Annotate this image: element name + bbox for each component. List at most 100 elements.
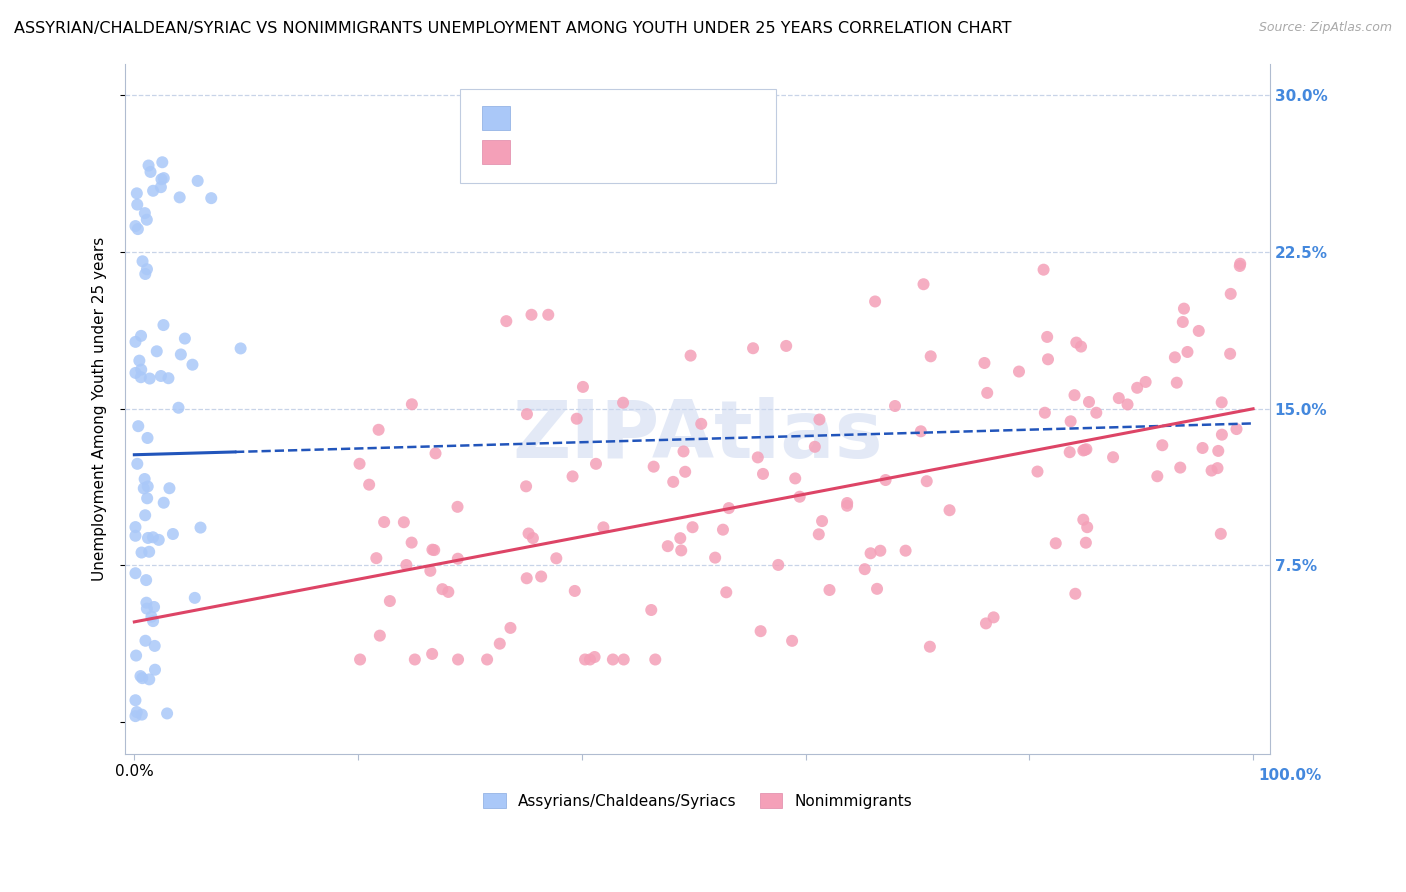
Point <box>190 520 212 534</box>
Point <box>447 652 470 666</box>
Point <box>131 707 153 722</box>
Point <box>419 564 441 578</box>
Point <box>572 380 595 394</box>
Point <box>1209 526 1232 541</box>
Point <box>141 609 163 624</box>
Point <box>127 197 149 211</box>
Point <box>143 663 166 677</box>
Point <box>711 523 734 537</box>
Point <box>156 706 179 721</box>
Point <box>602 652 624 666</box>
Point <box>780 633 803 648</box>
Point <box>837 496 859 510</box>
Point <box>187 174 209 188</box>
Point <box>1126 381 1149 395</box>
Point <box>129 329 152 343</box>
Point <box>1064 587 1087 601</box>
Point <box>612 395 634 409</box>
Point <box>672 444 695 458</box>
Point <box>749 624 772 639</box>
Point <box>142 614 165 628</box>
Point <box>530 569 553 583</box>
Point <box>1008 365 1031 379</box>
Point <box>125 648 148 663</box>
Point <box>142 530 165 544</box>
Point <box>152 171 174 186</box>
Point <box>125 186 148 201</box>
Point <box>229 342 252 356</box>
Point <box>401 535 423 549</box>
Point <box>200 191 222 205</box>
Point <box>818 582 841 597</box>
Point <box>1219 286 1241 301</box>
Point <box>775 339 797 353</box>
Point <box>129 370 152 384</box>
Point <box>1108 391 1130 405</box>
Point <box>585 457 607 471</box>
Point <box>520 308 543 322</box>
Point <box>157 371 180 385</box>
Point <box>181 358 204 372</box>
Point <box>1071 513 1094 527</box>
Point <box>1201 464 1223 478</box>
Point <box>499 621 522 635</box>
Point <box>546 551 568 566</box>
Point <box>136 479 159 493</box>
Point <box>1085 406 1108 420</box>
Point <box>134 472 156 486</box>
Point <box>768 558 790 572</box>
Point <box>592 520 614 534</box>
Point <box>1076 442 1098 457</box>
Point <box>863 294 886 309</box>
Point <box>682 520 704 534</box>
Text: ASSYRIAN/CHALDEAN/SYRIAC VS NONIMMIGRANTS UNEMPLOYMENT AMONG YOUTH UNDER 25 YEAR: ASSYRIAN/CHALDEAN/SYRIAC VS NONIMMIGRANT… <box>14 21 1011 36</box>
Point <box>349 652 371 666</box>
Point <box>974 616 997 631</box>
Point <box>124 566 146 581</box>
Point <box>378 594 401 608</box>
Point <box>918 640 941 654</box>
Point <box>1168 460 1191 475</box>
Point <box>565 411 588 425</box>
Point <box>135 573 157 587</box>
Point <box>127 457 149 471</box>
Point <box>1164 351 1187 365</box>
Point <box>373 515 395 529</box>
Point <box>138 545 160 559</box>
Point <box>359 477 381 491</box>
Point <box>124 693 146 707</box>
Point <box>866 582 889 596</box>
Point <box>912 277 935 292</box>
Point <box>1074 535 1097 549</box>
Point <box>401 397 423 411</box>
Point <box>1026 465 1049 479</box>
Point <box>785 471 807 485</box>
Point <box>129 669 152 683</box>
Point <box>136 262 159 277</box>
Point <box>1166 376 1188 390</box>
Point <box>124 520 146 534</box>
Point <box>1177 345 1199 359</box>
Point <box>1225 422 1247 436</box>
Point <box>432 582 454 597</box>
Point <box>131 545 153 559</box>
Point <box>1206 461 1229 475</box>
Point <box>920 349 942 363</box>
Point <box>522 531 544 545</box>
Point <box>128 353 150 368</box>
Point <box>404 652 426 666</box>
Point <box>613 652 636 666</box>
Point <box>1146 469 1168 483</box>
Point <box>1076 520 1098 534</box>
Point <box>124 529 146 543</box>
Point <box>135 596 157 610</box>
Point <box>807 527 830 541</box>
Point <box>392 515 415 529</box>
Point <box>127 419 149 434</box>
Legend: Assyrians/Chaldeans/Syriacs, Nonimmigrants: Assyrians/Chaldeans/Syriacs, Nonimmigran… <box>477 787 918 814</box>
Point <box>1074 442 1097 457</box>
Point <box>1116 397 1139 411</box>
Point <box>170 347 193 361</box>
Point <box>129 362 152 376</box>
Point <box>134 508 156 523</box>
